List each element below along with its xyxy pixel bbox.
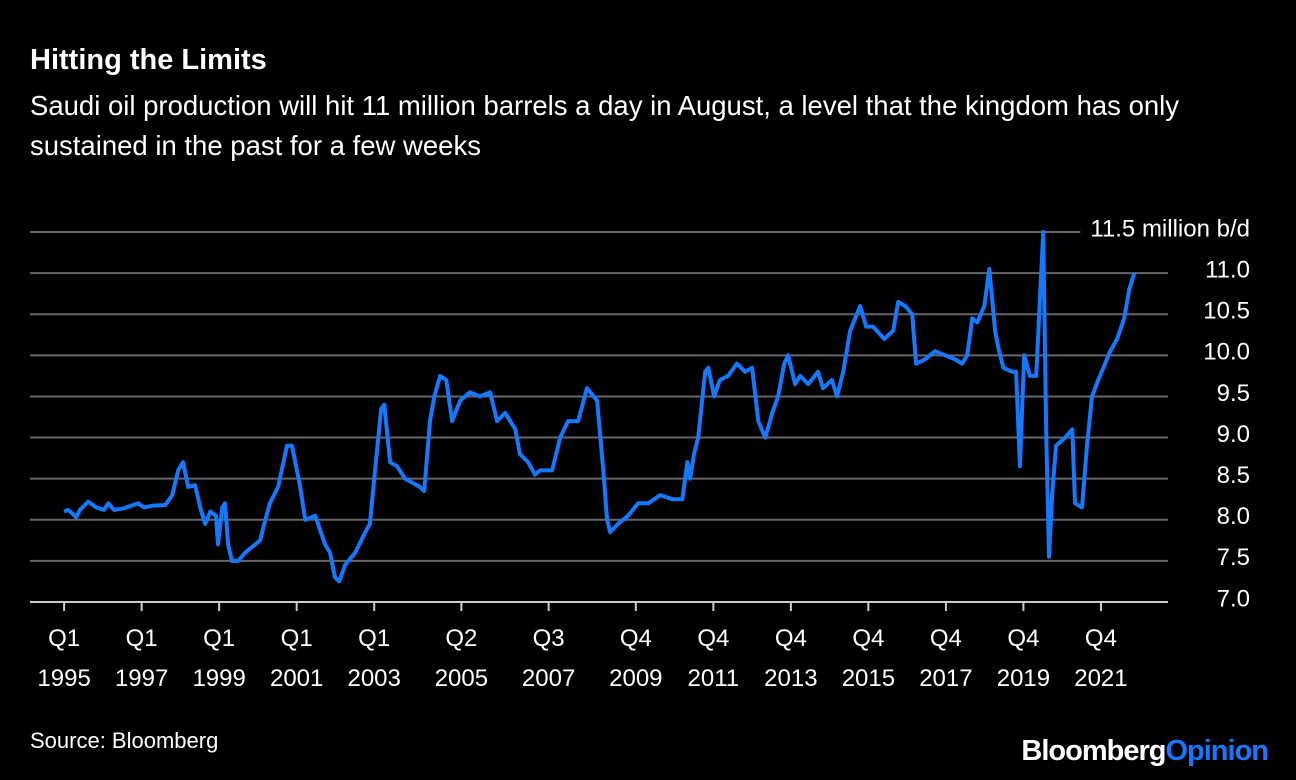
y-tick-label: 11.0 bbox=[1205, 256, 1250, 283]
x-tick-label: Q1 1995 bbox=[37, 625, 90, 692]
x-tick-label: Q4 2013 bbox=[764, 625, 817, 692]
x-tick-label: Q3 2007 bbox=[522, 625, 575, 692]
y-tick-label: 9.0 bbox=[1217, 421, 1250, 448]
x-tick-label: Q1 1999 bbox=[192, 625, 245, 692]
y-tick-label: 9.5 bbox=[1217, 380, 1250, 407]
x-tick-label: Q4 2017 bbox=[919, 625, 972, 692]
x-tick-label: Q4 2011 bbox=[688, 625, 740, 692]
y-tick-label: 7.0 bbox=[1217, 585, 1250, 612]
x-tick-label: Q4 2015 bbox=[842, 625, 895, 692]
x-tick-label: Q1 1997 bbox=[115, 625, 168, 692]
y-tick-label: 10.5 bbox=[1203, 298, 1250, 325]
logo: BloombergOpinion bbox=[1021, 735, 1269, 768]
x-tick-label: Q2 2005 bbox=[435, 625, 488, 692]
x-tick-label: Q4 2019 bbox=[997, 625, 1050, 692]
data-line bbox=[63, 230, 1137, 584]
chart-subtitle: Saudi oil production will hit 11 million… bbox=[30, 90, 1180, 161]
logo-brand: Bloomberg bbox=[1021, 735, 1166, 767]
logo-section: Opinion bbox=[1165, 735, 1269, 767]
x-tick-label: Q4 2021 bbox=[1074, 625, 1127, 692]
y-tick-label: 11.5 million b/d bbox=[1090, 215, 1250, 242]
x-tick-label: Q1 2003 bbox=[347, 625, 400, 692]
y-tick-label: 8.0 bbox=[1217, 503, 1250, 530]
y-tick-label: 7.5 bbox=[1217, 544, 1250, 571]
source-note: Source: Bloomberg bbox=[30, 728, 219, 753]
x-tick-label: Q1 2001 bbox=[270, 625, 323, 692]
y-tick-label: 8.5 bbox=[1217, 462, 1250, 489]
y-tick-label: 10.0 bbox=[1203, 339, 1250, 366]
x-tick-label: Q4 2009 bbox=[609, 625, 662, 692]
chart-title: Hitting the Limits bbox=[30, 44, 267, 76]
